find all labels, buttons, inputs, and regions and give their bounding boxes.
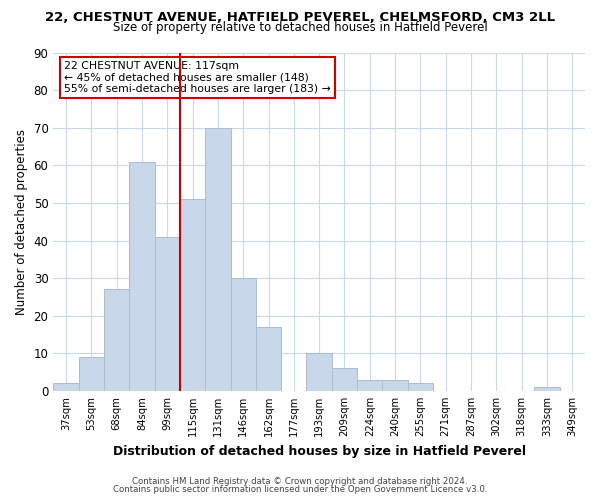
Text: Contains HM Land Registry data © Crown copyright and database right 2024.: Contains HM Land Registry data © Crown c… bbox=[132, 477, 468, 486]
Bar bbox=[205, 128, 230, 391]
X-axis label: Distribution of detached houses by size in Hatfield Peverel: Distribution of detached houses by size … bbox=[113, 444, 526, 458]
Bar bbox=[53, 384, 79, 391]
Bar bbox=[104, 290, 129, 391]
Bar bbox=[332, 368, 357, 391]
Bar bbox=[79, 357, 104, 391]
Y-axis label: Number of detached properties: Number of detached properties bbox=[15, 128, 28, 314]
Bar bbox=[256, 327, 281, 391]
Bar bbox=[382, 380, 408, 391]
Bar bbox=[535, 387, 560, 391]
Bar bbox=[180, 199, 205, 391]
Bar bbox=[408, 384, 433, 391]
Bar bbox=[357, 380, 382, 391]
Bar bbox=[230, 278, 256, 391]
Text: Contains public sector information licensed under the Open Government Licence v3: Contains public sector information licen… bbox=[113, 485, 487, 494]
Text: 22, CHESTNUT AVENUE, HATFIELD PEVEREL, CHELMSFORD, CM3 2LL: 22, CHESTNUT AVENUE, HATFIELD PEVEREL, C… bbox=[45, 11, 555, 24]
Bar bbox=[129, 162, 155, 391]
Text: Size of property relative to detached houses in Hatfield Peverel: Size of property relative to detached ho… bbox=[113, 21, 487, 34]
Text: 22 CHESTNUT AVENUE: 117sqm
← 45% of detached houses are smaller (148)
55% of sem: 22 CHESTNUT AVENUE: 117sqm ← 45% of deta… bbox=[64, 61, 331, 94]
Bar bbox=[155, 237, 180, 391]
Bar bbox=[307, 354, 332, 391]
